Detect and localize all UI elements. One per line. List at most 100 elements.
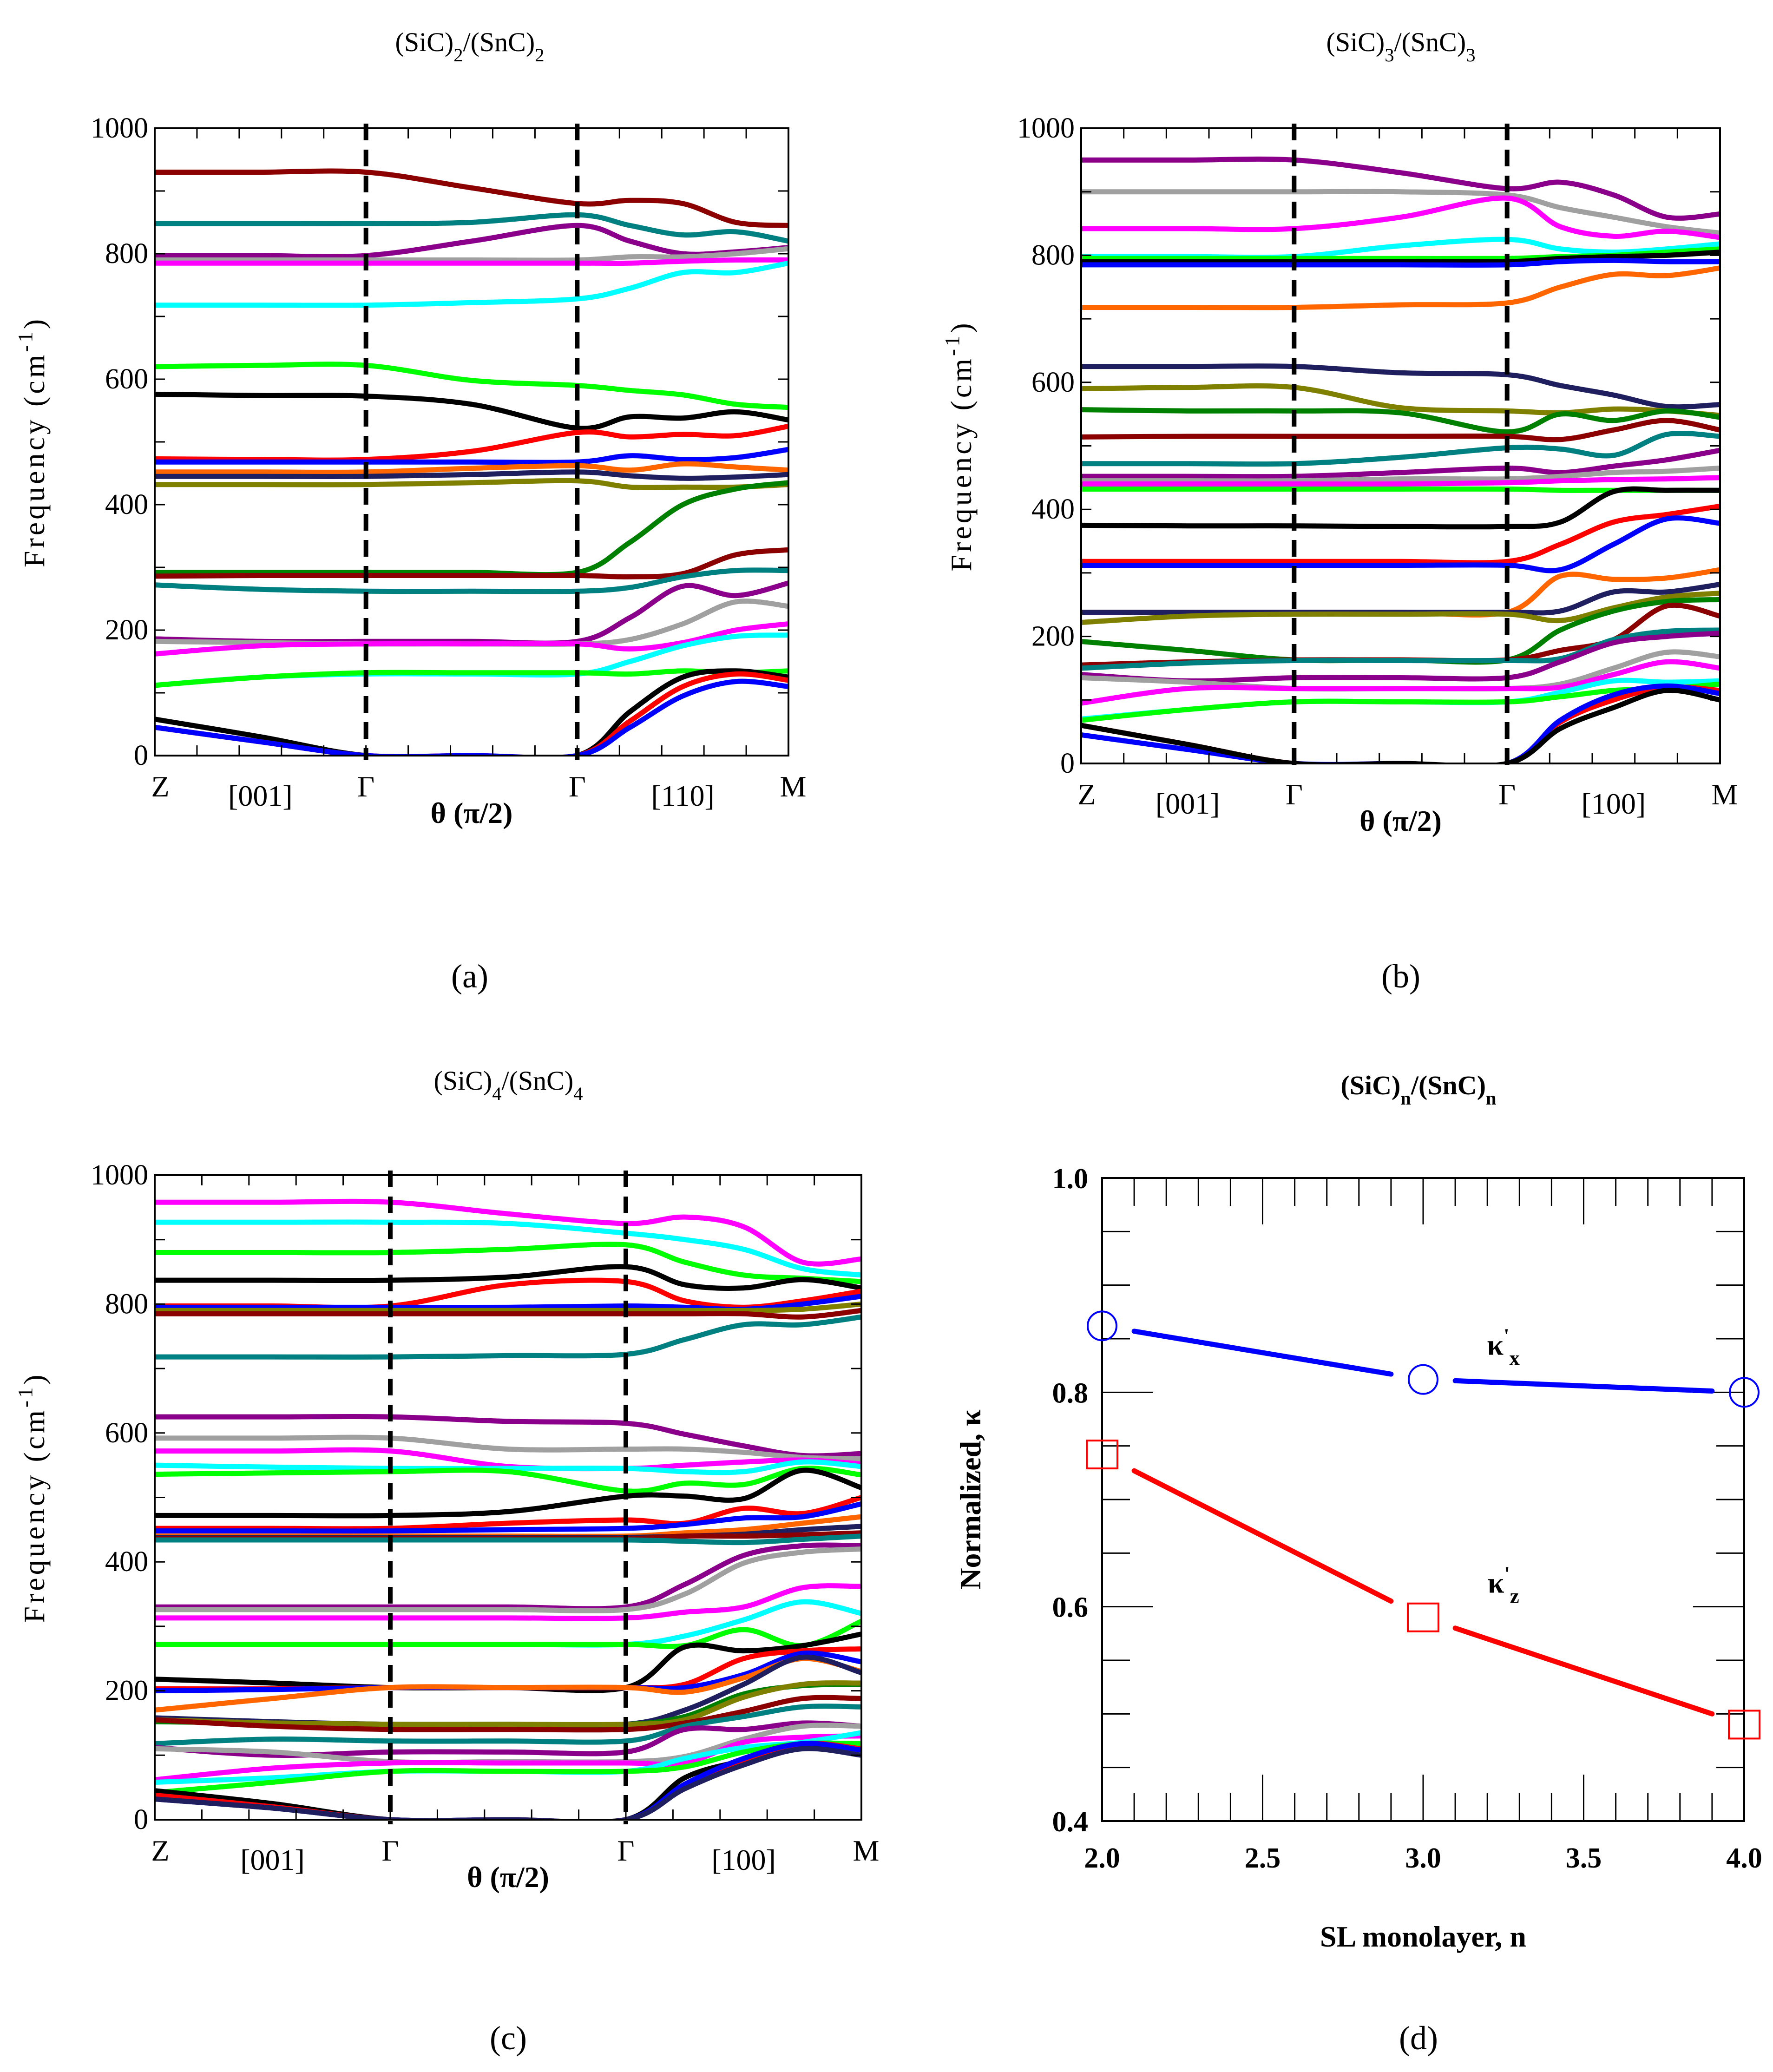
phonon-band	[1081, 465, 1720, 484]
phonon-band	[1081, 407, 1720, 434]
x-point-label: Z	[151, 1834, 169, 1867]
y-axis-label-part: Frequency (cm	[945, 356, 978, 572]
phonon-band	[1081, 627, 1720, 671]
phonon-band	[155, 1308, 861, 1320]
x-point-label: Γ	[1498, 778, 1516, 811]
series-line-segment	[1452, 1625, 1715, 1717]
phonon-band	[155, 1219, 861, 1278]
y-axis-label: Frequency (cm-1)	[13, 316, 51, 567]
phonon-band	[155, 1733, 861, 1783]
series-label-part: κ	[1487, 1329, 1504, 1362]
phonon-band	[155, 678, 788, 756]
phonon-band	[155, 478, 788, 490]
phonon-band	[155, 246, 788, 263]
phonon-band	[1081, 418, 1720, 442]
phonon-band	[155, 599, 788, 647]
data-point-square	[1407, 1602, 1439, 1632]
phonon-band	[1081, 684, 1720, 763]
phonon-band	[155, 1466, 861, 1494]
bands	[155, 168, 788, 756]
phonon-band	[155, 1314, 861, 1360]
phonon-band	[1081, 486, 1720, 530]
phonon-band	[155, 1533, 861, 1546]
phonon-band	[1081, 431, 1720, 467]
x-tick-label: 2.0	[1084, 1842, 1120, 1874]
panel-label: (a)	[451, 958, 488, 995]
phonon-band	[155, 480, 788, 578]
y-axis-label-part: Frequency (cm	[18, 1408, 51, 1623]
phonon-band	[155, 668, 788, 756]
y-axis-label: Normalized, κ	[954, 1409, 987, 1590]
chart-title-part: n	[1400, 1088, 1411, 1109]
phonon-band	[1081, 363, 1720, 410]
chart-title-part: 4	[573, 1083, 583, 1104]
y-tick-label: 600	[105, 363, 148, 395]
phonon-band	[155, 447, 788, 465]
y-axis-label-part: )	[18, 1372, 51, 1384]
data-point-square	[1086, 1440, 1118, 1470]
phonon-band	[1081, 156, 1720, 221]
y-tick-label: 400	[105, 1546, 148, 1578]
chart-title-part: (SiC)	[395, 27, 454, 57]
phonon-band	[155, 1434, 861, 1461]
chart-title-part: /(SnC)	[1411, 1070, 1486, 1100]
phonon-band	[1081, 688, 1720, 763]
chart-title-part: 3	[1466, 45, 1475, 66]
x-point-label: [001]	[240, 1843, 305, 1876]
y-tick-label: 200	[105, 614, 148, 646]
x-point-label: [001]	[1156, 787, 1220, 820]
chart-title-part: (SiC)	[1326, 27, 1385, 57]
phonon-band	[155, 1242, 861, 1284]
phonon-band	[155, 391, 788, 431]
phonon-band	[155, 1631, 861, 1693]
y-tick-label: 800	[105, 238, 148, 270]
chart-title-part: (SiC)	[1340, 1070, 1400, 1100]
y-axis-label-part: -1	[940, 333, 964, 356]
y-tick-label: 600	[105, 1417, 148, 1449]
x-axis-label: SL monolayer, n	[1320, 1920, 1526, 1953]
phonon-band	[155, 567, 788, 594]
x-point-label: [001]	[228, 779, 293, 812]
x-point-label: Γ	[569, 770, 586, 803]
series-label-part: '	[1504, 1562, 1510, 1585]
chart-title: (SiC)4/(SnC)4	[434, 1066, 583, 1104]
series-label-part: x	[1510, 1347, 1520, 1370]
y-tick-label: 200	[1031, 621, 1075, 652]
y-axis-label: Frequency (cm-1)	[13, 1372, 51, 1623]
plot-frame	[1080, 127, 1721, 764]
x-point-label: [110]	[651, 779, 715, 812]
y-tick-label: 0.4	[1052, 1806, 1089, 1838]
series-label-part: z	[1510, 1585, 1519, 1608]
phonon-band	[1081, 515, 1720, 573]
phonon-band	[155, 1198, 861, 1267]
x-tick-label: 3.0	[1405, 1842, 1441, 1874]
y-tick-label: 600	[1031, 367, 1075, 398]
chart-title: (SiC)2/(SnC)2	[395, 27, 545, 66]
x-point-label: M	[1712, 778, 1738, 811]
y-axis-label-part: )	[18, 316, 51, 329]
panel-label: (d)	[1399, 2019, 1438, 2057]
y-tick-label: 0	[134, 1804, 148, 1835]
phonon-band	[155, 1467, 861, 1519]
x-tick-label: 4.0	[1726, 1842, 1762, 1874]
chart-title-part: n	[1486, 1088, 1497, 1109]
y-axis-label: Frequency (cm-1)	[940, 320, 978, 571]
phonon-band	[155, 423, 788, 463]
phonon-band	[155, 671, 788, 756]
phonon-band	[1081, 659, 1720, 706]
phonon-band	[155, 1501, 861, 1534]
phonon-band	[1081, 683, 1720, 763]
chart-title-part: 3	[1385, 45, 1394, 66]
phonon-band	[155, 1618, 861, 1649]
phonon-band	[155, 1546, 861, 1613]
y-tick-label: 200	[105, 1675, 148, 1707]
series-line-segment	[1452, 1378, 1715, 1394]
data-point-square	[1728, 1710, 1760, 1740]
chart-title-part: 2	[535, 45, 544, 66]
phonon-band	[155, 1294, 861, 1312]
data-point-circle	[1087, 1310, 1117, 1342]
phonon-band	[155, 1746, 861, 1820]
series-label: κ'z	[1488, 1562, 1519, 1608]
